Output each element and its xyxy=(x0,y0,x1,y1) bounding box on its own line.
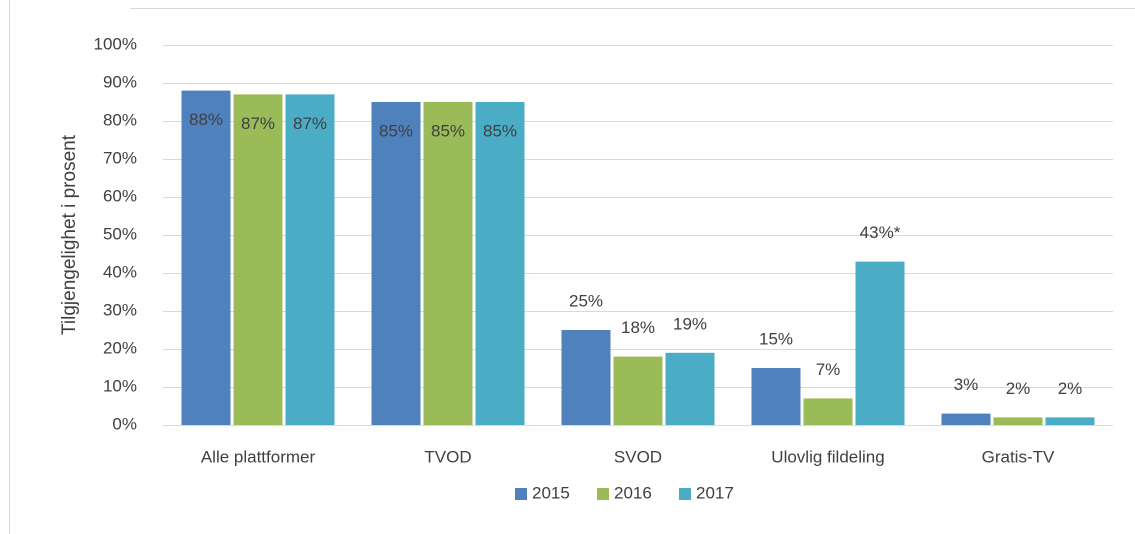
legend-swatch xyxy=(679,488,691,500)
y-tick-label: 80% xyxy=(103,110,137,129)
y-tick-label: 70% xyxy=(103,148,137,167)
data-label: 19% xyxy=(673,314,707,333)
bar xyxy=(855,261,905,425)
y-tick-label: 40% xyxy=(103,262,137,281)
legend-label: 2017 xyxy=(696,483,734,502)
data-label: 2% xyxy=(1058,379,1083,398)
bar xyxy=(285,94,335,426)
x-tick-label: Gratis-TV xyxy=(982,447,1055,466)
x-tick-label: TVOD xyxy=(424,447,471,466)
bar xyxy=(371,102,421,425)
bar xyxy=(751,368,801,425)
bar xyxy=(665,352,715,425)
legend-label: 2016 xyxy=(614,483,652,502)
y-axis-title: Tilgjengelighet i prosent xyxy=(59,134,80,335)
y-tick-label: 50% xyxy=(103,224,137,243)
y-tick-label: 0% xyxy=(112,414,137,433)
data-label: 2% xyxy=(1006,379,1031,398)
bar xyxy=(233,94,283,426)
legend-swatch xyxy=(597,488,609,500)
y-tick-label: 10% xyxy=(103,376,137,395)
bar xyxy=(475,102,525,425)
data-label: 25% xyxy=(569,291,603,310)
bar xyxy=(423,102,473,425)
data-label: 87% xyxy=(293,114,327,133)
legend-swatch xyxy=(515,488,527,500)
y-tick-label: 90% xyxy=(103,72,137,91)
data-label: 85% xyxy=(379,121,413,140)
y-tick-label: 20% xyxy=(103,338,137,357)
bar xyxy=(1045,417,1095,425)
y-tick-label: 100% xyxy=(94,34,137,53)
bar xyxy=(561,330,611,425)
x-tick-label: Alle plattformer xyxy=(201,447,316,466)
bar xyxy=(993,417,1043,425)
data-label: 3% xyxy=(954,375,979,394)
data-label: 88% xyxy=(189,110,223,129)
bar xyxy=(941,413,991,425)
data-label: 85% xyxy=(483,121,517,140)
x-tick-label: Ulovlig fildeling xyxy=(771,447,884,466)
x-tick-label: SVOD xyxy=(614,447,662,466)
y-tick-label: 60% xyxy=(103,186,137,205)
y-tick-label: 30% xyxy=(103,300,137,319)
data-label: 15% xyxy=(759,329,793,348)
data-label: 18% xyxy=(621,318,655,337)
data-label: 7% xyxy=(816,360,841,379)
data-label: 87% xyxy=(241,114,275,133)
bar xyxy=(613,356,663,425)
legend-label: 2015 xyxy=(532,483,570,502)
bar xyxy=(803,398,853,425)
data-label: 85% xyxy=(431,121,465,140)
bar xyxy=(181,90,231,425)
data-label: 43%* xyxy=(860,223,901,242)
